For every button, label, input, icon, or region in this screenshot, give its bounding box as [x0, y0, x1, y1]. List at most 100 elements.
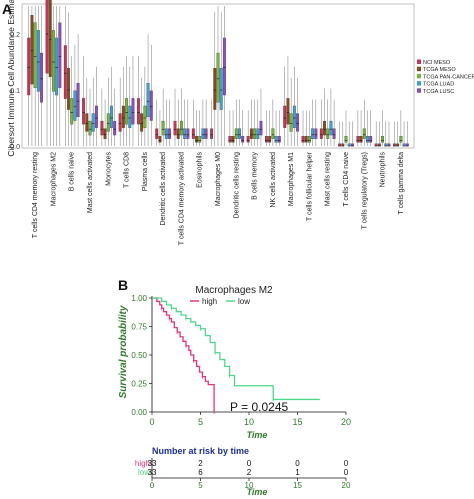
category-label: Macrophages M0 — [215, 152, 222, 206]
box — [88, 120, 92, 136]
box — [234, 128, 238, 139]
survival-y-tick-label: 1.00 — [131, 294, 147, 303]
risk-count: 0 — [344, 468, 349, 477]
risk-count: 0 — [344, 459, 349, 468]
box — [231, 136, 235, 143]
box — [356, 136, 360, 143]
box — [158, 136, 162, 143]
survival-curve-low — [152, 297, 320, 401]
survival-x-tick-label: 10 — [244, 417, 254, 427]
box — [94, 105, 98, 128]
category-label: B cells memory — [252, 152, 259, 200]
box — [314, 128, 318, 139]
box — [396, 143, 400, 147]
box — [249, 128, 253, 139]
box — [259, 120, 263, 136]
box — [36, 30, 40, 92]
box — [118, 113, 122, 132]
box — [30, 15, 34, 85]
risk-count: 33 — [148, 468, 157, 477]
legend-swatch — [417, 66, 421, 72]
survival-y-axis-label: Survival probability — [118, 305, 129, 398]
box — [33, 22, 37, 88]
box — [341, 143, 345, 147]
survival-legend: high low — [190, 297, 250, 306]
boxplot-y-axis-label: Cibersort Immune Cell Abundance Estimate… — [6, 0, 16, 157]
survival-x-axis-label: Time — [247, 430, 268, 440]
box — [161, 120, 165, 136]
risk-table-x-axis-label: Time — [247, 487, 268, 497]
box — [164, 128, 168, 139]
box — [58, 22, 62, 88]
box — [121, 105, 125, 128]
boxplot-panel: Cibersort Immune Cell Abundance Estimate… — [6, 0, 474, 245]
box — [131, 98, 135, 125]
category-label: T cells gamma delta — [398, 152, 405, 215]
category-label: Mast cells activated — [87, 152, 94, 213]
box — [366, 136, 369, 143]
box — [168, 128, 171, 139]
box — [219, 68, 223, 110]
box — [125, 98, 129, 125]
box — [176, 128, 180, 139]
box — [253, 128, 257, 139]
box — [326, 128, 330, 139]
category-label: B cells naive — [69, 152, 76, 191]
category-label: Dendritic cells activated — [160, 152, 167, 226]
category-label: Macrophages M1 — [288, 152, 295, 206]
category-label: Monocytes — [105, 152, 112, 186]
survival-x-tick-label: 0 — [149, 417, 154, 427]
box — [387, 143, 391, 147]
category-label: Macrophages M2 — [50, 152, 57, 206]
box — [55, 37, 59, 96]
box — [76, 83, 80, 118]
risk-x-tick-label: 10 — [245, 481, 254, 490]
risk-count: 0 — [295, 459, 300, 468]
legend-label: TCGA LUSC — [423, 89, 454, 95]
risk-count: 0 — [247, 459, 252, 468]
box — [40, 52, 43, 103]
box — [319, 128, 323, 139]
box — [204, 128, 208, 139]
box — [405, 143, 409, 147]
boxplot-y-tick-label: 0.2 — [10, 32, 20, 39]
risk-row-label: high — [135, 459, 150, 468]
box — [222, 37, 226, 96]
panel-b-label: B — [118, 277, 128, 293]
box — [82, 98, 86, 125]
legend-swatch — [417, 81, 421, 86]
legend-swatch — [417, 73, 421, 79]
box — [377, 143, 381, 147]
box — [213, 68, 217, 110]
box — [100, 120, 104, 136]
box — [286, 98, 290, 125]
category-label: Plasma cells — [142, 152, 149, 192]
risk-count: 33 — [148, 459, 157, 468]
box — [27, 37, 31, 96]
legend-swatch — [417, 59, 421, 64]
box — [304, 136, 308, 143]
category-label: T cells CD4 memory resting — [32, 152, 39, 238]
box — [268, 136, 272, 143]
risk-count: 2 — [247, 468, 252, 477]
category-label: T cells CD4 memory activated — [178, 152, 185, 245]
box — [238, 128, 241, 139]
category-label: Mast cells resting — [325, 152, 332, 206]
category-label: Neutrophils — [380, 152, 387, 188]
box — [137, 98, 140, 125]
box — [210, 128, 214, 139]
box — [311, 128, 315, 139]
box — [393, 143, 396, 147]
box — [195, 136, 198, 143]
risk-x-tick-label: 20 — [342, 481, 351, 490]
box — [283, 105, 287, 128]
box — [198, 136, 202, 143]
box — [265, 136, 268, 143]
survival-y-tick-label: 0.50 — [131, 351, 147, 360]
box — [332, 128, 336, 139]
box — [289, 113, 293, 132]
box — [347, 143, 351, 147]
